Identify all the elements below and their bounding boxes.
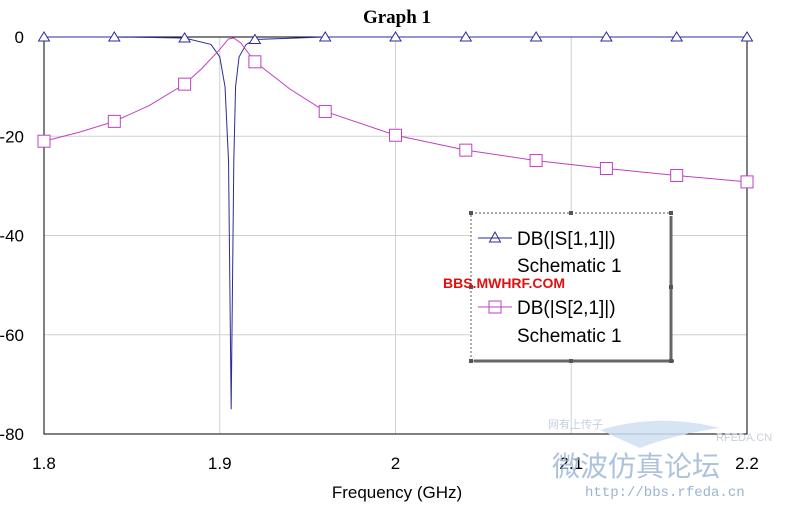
data-point-square bbox=[740, 175, 754, 189]
data-point-triangle bbox=[600, 31, 613, 42]
legend[interactable]: DB(|S[1,1]|) Schematic 1 DB(|S[2,1]|) Sc… bbox=[469, 211, 674, 363]
y-axis-ticks: 0 -20 -40 -60 -80 bbox=[0, 28, 24, 444]
x-tick-label: 2.2 bbox=[735, 454, 759, 473]
watermark-url: http://bbs.rfeda.cn bbox=[585, 485, 745, 501]
legend-handle[interactable] bbox=[569, 211, 573, 215]
series-s11 bbox=[37, 31, 754, 410]
legend-label-s21: DB(|S[2,1]|) bbox=[517, 298, 616, 319]
data-point-square bbox=[178, 77, 192, 91]
legend-label-s11: DB(|S[1,1]|) bbox=[517, 229, 616, 250]
data-point-triangle bbox=[178, 32, 191, 43]
data-point-square bbox=[107, 114, 121, 128]
x-axis-label: Frequency (GHz) bbox=[332, 483, 462, 502]
legend-handle[interactable] bbox=[469, 211, 473, 215]
watermark-small-text: 网有上传子 bbox=[548, 417, 603, 431]
data-point-triangle bbox=[248, 33, 262, 44]
x-tick-label: 1.9 bbox=[208, 454, 232, 473]
data-point-triangle bbox=[107, 31, 121, 42]
y-tick-label: -60 bbox=[0, 326, 24, 345]
x-tick-label: 1.8 bbox=[32, 454, 56, 473]
data-point-triangle bbox=[529, 31, 543, 42]
watermark-rfeda: 网有上传子 RFEDA.CN 微波仿真论坛 http://bbs.rfeda.c… bbox=[548, 417, 772, 501]
legend-handle[interactable] bbox=[669, 285, 673, 289]
data-point-square bbox=[670, 168, 684, 182]
x-axis-ticks: 1.8 1.9 2 2.1 2.2 bbox=[32, 454, 759, 473]
data-point-triangle bbox=[37, 31, 51, 42]
data-point-square bbox=[529, 154, 543, 168]
data-point-triangle bbox=[459, 31, 473, 42]
watermark-mwhrf: BBS.MWHRF.COM bbox=[443, 275, 565, 291]
watermark-logo-shape bbox=[600, 420, 720, 448]
legend-handle[interactable] bbox=[669, 211, 673, 215]
legend-handle[interactable] bbox=[469, 285, 473, 289]
data-point-square bbox=[389, 128, 402, 142]
chart-title: Graph 1 bbox=[363, 7, 431, 28]
data-point-triangle bbox=[389, 31, 402, 42]
y-tick-label: -20 bbox=[0, 127, 24, 146]
legend-sublabel-s21: Schematic 1 bbox=[517, 326, 622, 347]
data-point-triangle bbox=[318, 31, 332, 42]
legend-handle[interactable] bbox=[669, 359, 673, 363]
y-tick-label: 0 bbox=[15, 28, 24, 47]
watermark-logo-text: RFEDA.CN bbox=[716, 432, 772, 444]
y-tick-label: -80 bbox=[0, 425, 24, 444]
data-point-triangle bbox=[740, 31, 754, 42]
series-layer bbox=[37, 31, 754, 410]
legend-marker-s11 bbox=[488, 230, 502, 243]
watermark-chinese: 微波仿真论坛 bbox=[552, 451, 720, 483]
legend-sublabel-s11: Schematic 1 bbox=[517, 256, 622, 277]
series-s21 bbox=[37, 37, 754, 189]
legend-handle[interactable] bbox=[469, 359, 473, 363]
data-point-square bbox=[37, 134, 51, 148]
y-tick-label: -40 bbox=[0, 227, 24, 246]
data-point-square bbox=[318, 104, 332, 118]
legend-handle[interactable] bbox=[569, 359, 573, 363]
data-point-square bbox=[599, 162, 613, 176]
x-tick-label: 2 bbox=[391, 454, 400, 473]
data-point-triangle bbox=[670, 31, 684, 42]
data-point-square bbox=[459, 143, 473, 157]
series-line bbox=[44, 36, 747, 410]
legend-marker-s21 bbox=[488, 300, 502, 314]
x-tick-label: 2.1 bbox=[559, 454, 583, 473]
legend-handles bbox=[469, 211, 673, 363]
data-point-square bbox=[248, 55, 262, 69]
